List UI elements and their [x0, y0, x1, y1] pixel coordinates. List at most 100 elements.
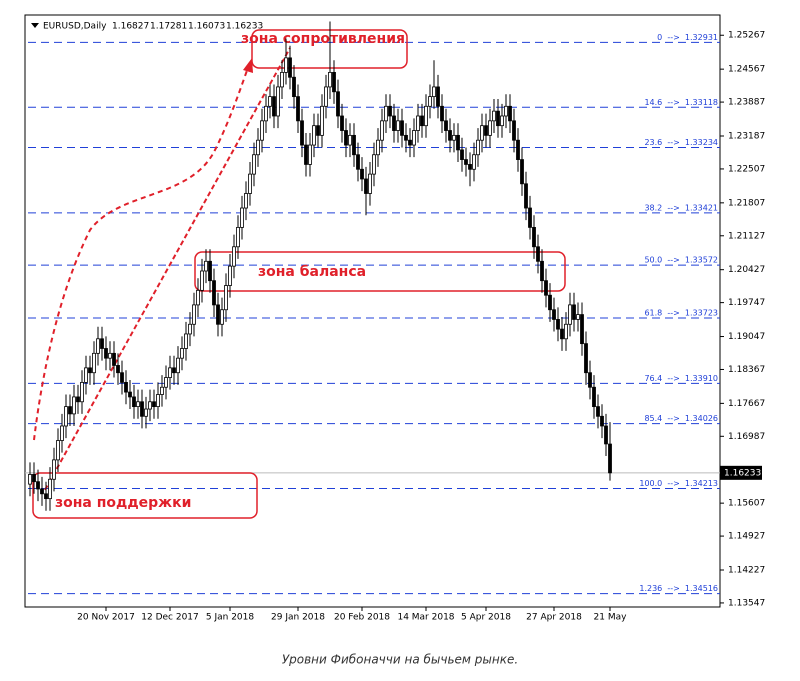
y-tick-label: 1.14927 [728, 532, 765, 542]
candle-body [456, 134, 460, 151]
candle-body [548, 294, 552, 311]
x-tick-label: 27 Apr 2018 [526, 613, 582, 623]
plot-frame [24, 14, 721, 608]
y-tick-label: 1.18367 [728, 365, 765, 375]
candle-body [412, 130, 416, 146]
candle-body [452, 134, 456, 141]
candle-body [236, 226, 240, 248]
candle-body [48, 478, 52, 500]
candle-body [440, 105, 444, 122]
candle-body [220, 309, 224, 325]
trend-line [44, 47, 291, 491]
candle-body [488, 120, 492, 136]
y-tick-label: 1.24567 [728, 65, 765, 75]
candle-body [380, 120, 384, 141]
candle-body [376, 139, 380, 156]
candle-body [340, 115, 344, 131]
candle-body [428, 96, 432, 107]
header-close: 1.16233 [226, 22, 263, 32]
candle-body [132, 396, 136, 408]
candle-body [420, 115, 424, 127]
candle-body [424, 105, 428, 127]
candle-body [476, 139, 480, 156]
candle-body [468, 164, 472, 170]
candle-body [76, 396, 80, 403]
candle-body [416, 115, 420, 131]
candle-body [336, 91, 340, 117]
trend-arrowhead [243, 58, 253, 73]
candle-body [284, 57, 288, 73]
y-tick-label: 1.23187 [728, 131, 765, 141]
fib-label: 14.6 --> 1.33118 [644, 98, 718, 107]
price-box [720, 465, 762, 480]
candle-body [260, 120, 264, 141]
candle-body [228, 265, 232, 286]
candle-body [276, 86, 280, 117]
y-tick-label: 1.21807 [728, 198, 765, 208]
candle-body [164, 377, 168, 388]
candle-body [92, 352, 96, 374]
candle-body [524, 183, 528, 209]
candle-body [296, 96, 300, 122]
candle-body [196, 289, 200, 306]
candle-body [232, 246, 236, 267]
header-high: 1.17281 [150, 22, 187, 32]
x-tick-label: 21 May [594, 613, 628, 623]
candle-body [204, 260, 208, 272]
candle-body [604, 425, 608, 445]
candle-body [396, 120, 400, 131]
candle-body [136, 401, 140, 408]
header-low: 1.16073 [188, 22, 225, 32]
candle-body [316, 125, 320, 136]
candle-body [80, 381, 84, 403]
y-tick-label: 1.17667 [728, 399, 765, 409]
candle-body [608, 443, 612, 474]
fib-label: 50.0 --> 1.33572 [644, 256, 718, 265]
fib-label: 23.6 --> 1.33234 [644, 138, 718, 147]
y-tick-label: 1.19747 [728, 298, 765, 308]
candle-body [52, 459, 56, 480]
y-tick-label: 1.21127 [728, 231, 765, 241]
candle-body [564, 323, 568, 340]
candle-body [472, 154, 476, 170]
candle-body [104, 348, 108, 359]
candle-body [96, 338, 100, 354]
header-open: 1.16827 [112, 22, 149, 32]
y-tick-label: 1.22507 [728, 164, 765, 174]
candle-body [404, 134, 408, 141]
candle-body [584, 343, 588, 374]
candle-body [364, 178, 368, 194]
candle-body [28, 474, 32, 485]
candle-body [108, 352, 112, 359]
annotation-box [194, 251, 566, 292]
x-tick-label: 29 Jan 2018 [271, 613, 325, 623]
candle-body [84, 367, 88, 383]
candle-body [516, 139, 520, 160]
candle-body [444, 120, 448, 131]
candle-body [408, 139, 412, 146]
candle-body [248, 173, 252, 194]
candle-body [36, 481, 40, 490]
candle-body [68, 406, 72, 415]
candle-body [324, 86, 328, 107]
candle-body [532, 226, 536, 248]
candle-body [44, 493, 48, 500]
candle-body [588, 372, 592, 388]
candle-body [484, 125, 488, 136]
candle-body [372, 154, 376, 175]
x-tick-label: 5 Jan 2018 [206, 613, 254, 623]
price-label: 1.16233 [724, 468, 761, 478]
candle-body [600, 415, 604, 427]
candle-body [128, 391, 132, 398]
candle-body [200, 270, 204, 291]
y-tick-label: 1.19047 [728, 332, 765, 342]
candle-body [356, 154, 360, 170]
candle-body [504, 105, 508, 117]
x-tick-label: 14 Mar 2018 [397, 613, 454, 623]
candle-body [576, 314, 580, 320]
caption: Уровни Фибоначчи на бычьем рынке. [282, 653, 518, 667]
candle-body [168, 367, 172, 378]
x-tick-label: 5 Apr 2018 [461, 613, 511, 623]
candle-body [244, 193, 248, 209]
